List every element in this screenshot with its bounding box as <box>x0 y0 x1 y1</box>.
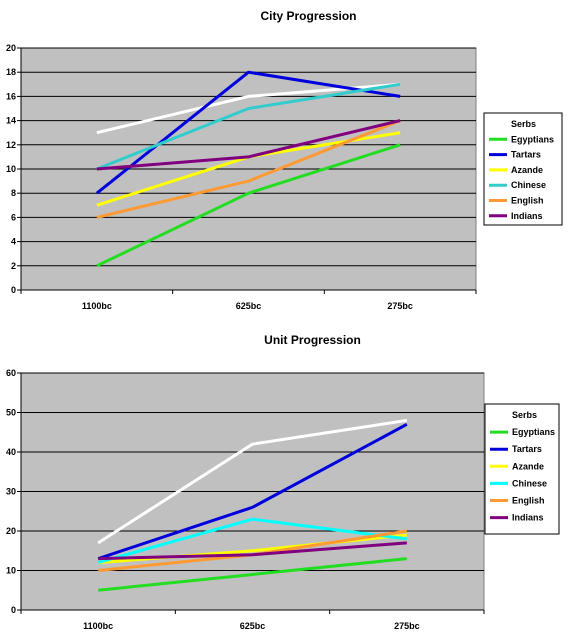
legend-label-english: English <box>511 196 544 206</box>
legend-label-serbs: Serbs <box>512 410 537 420</box>
x-tick-label: 1100bc <box>83 621 113 631</box>
y-tick-label: 0 <box>11 285 16 295</box>
x-tick-label: 625bc <box>236 301 262 311</box>
series-line-indians <box>96 119 401 171</box>
x-tick-label: 1100bc <box>82 301 112 311</box>
y-tick-label: 40 <box>6 447 16 457</box>
y-tick-label: 18 <box>6 67 16 77</box>
y-tick-label: 14 <box>6 116 16 126</box>
y-tick-label: 10 <box>6 164 16 174</box>
chart-title: Unit Progression <box>264 333 361 347</box>
x-tick-label: 275bc <box>387 301 413 311</box>
y-tick-label: 6 <box>11 212 16 222</box>
x-tick-label: 625bc <box>240 621 266 631</box>
y-tick-label: 30 <box>6 487 16 497</box>
series-line-egyptians <box>98 557 407 592</box>
series-line-serbs <box>97 418 408 545</box>
y-tick-label: 8 <box>11 188 16 198</box>
y-tick-label: 2 <box>11 261 16 271</box>
y-tick-label: 4 <box>11 237 16 247</box>
legend-label-azande: Azande <box>511 165 543 175</box>
series-line-english <box>96 119 401 219</box>
legend-label-english: English <box>512 496 545 506</box>
y-tick-label: 10 <box>6 566 16 576</box>
y-tick-label: 20 <box>6 526 16 536</box>
chart-title: City Progression <box>260 9 356 23</box>
x-tick-label: 275bc <box>394 621 420 631</box>
legend-label-indians: Indians <box>511 211 543 221</box>
legend-label-azande: Azande <box>512 461 544 471</box>
legend-label-egyptians: Egyptians <box>512 427 555 437</box>
legend-label-egyptians: Egyptians <box>511 134 554 144</box>
unit-progression-chart: Unit Progression 0 10 20 30 40 50 60 1100bc 625bc… <box>0 318 571 637</box>
city-progression-svg: City Progression 0 2 4 6 8 10 12 14 16 18 20 1100bc 6… <box>6 9 563 311</box>
legend-label-chinese: Chinese <box>511 180 546 190</box>
legend-label-tartars: Tartars <box>511 150 541 160</box>
y-tick-label: 12 <box>6 140 16 150</box>
series-line-egyptians <box>96 143 401 268</box>
legend-label-chinese: Chinese <box>512 478 547 488</box>
unit-progression-svg: Unit Progression 0 10 20 30 40 50 60 1100bc 625bc… <box>6 333 560 631</box>
legend-label-tartars: Tartars <box>512 444 542 454</box>
y-tick-label: 16 <box>6 91 16 101</box>
series-line-chinese <box>97 517 408 565</box>
legend-label-serbs: Serbs <box>511 119 536 129</box>
legend-label-indians: Indians <box>512 513 544 523</box>
y-tick-label: 60 <box>6 368 16 378</box>
y-tick-label: 50 <box>6 408 16 418</box>
series-line-indians <box>98 541 407 561</box>
series-line-chinese <box>96 82 401 171</box>
y-tick-label: 0 <box>11 605 16 615</box>
legend <box>484 403 560 535</box>
series-line-tartars <box>97 423 408 561</box>
y-tick-label: 20 <box>6 43 16 53</box>
city-progression-chart: City Progression 0 2 4 6 8 10 12 14 16 18 20 1100bc 6… <box>0 0 571 318</box>
series-line-tartars <box>95 70 401 195</box>
